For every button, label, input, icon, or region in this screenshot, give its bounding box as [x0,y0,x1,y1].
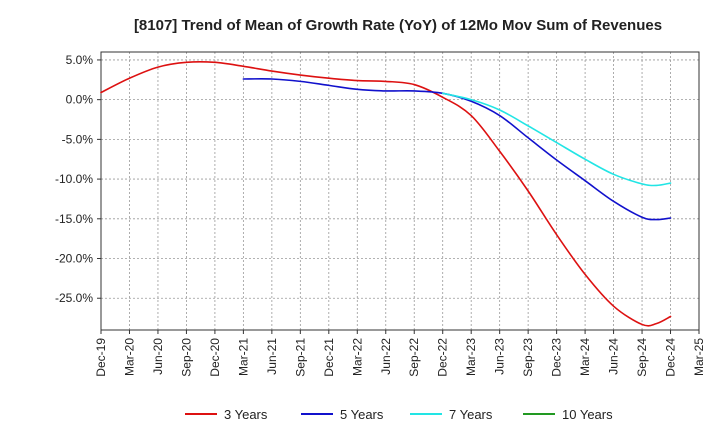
plot-frame [100,51,700,331]
x-tick-label: Jun-23 [493,338,507,375]
y-tick-label: 5.0% [66,53,94,67]
x-tick-label: Dec-23 [550,338,564,377]
x-tick-label: Sep-23 [521,338,535,377]
legend: 3 Years 5 Years 7 Years 10 Years [185,407,613,422]
x-tick-label: Mar-22 [350,338,364,376]
x-tick-label: Dec-20 [208,338,222,377]
y-tick-label: -10.0% [55,172,93,186]
legend-label: 5 Years [340,407,384,422]
x-tick-label: Dec-21 [322,338,336,377]
axes: 5.0% 0.0% -5.0% -10.0% -15.0% -20.0% -25.0% Dec… [55,51,706,377]
series-line-7-years [441,92,672,187]
legend-item-5-years: 5 Years [301,407,384,422]
x-tick-label: Jun-21 [265,338,279,375]
y-tick-label: -25.0% [55,291,93,305]
series-line-5-years [242,78,672,221]
legend-item-3-years: 3 Years [185,407,268,422]
x-tick-label: Dec-22 [436,338,450,377]
x-tick-label: Mar-23 [464,338,478,376]
y-tick-label: -20.0% [55,252,93,266]
legend-label: 10 Years [562,407,613,422]
x-tick-label: Jun-24 [607,338,621,375]
legend-label: 7 Years [449,407,493,422]
legend-label: 3 Years [224,407,268,422]
series-lines [100,60,672,327]
x-tick-label: Mar-21 [236,338,250,376]
x-tick-label: Mar-20 [122,338,136,376]
x-tick-label: Jun-22 [379,338,393,375]
series-line-3-years [100,60,672,327]
legend-item-7-years: 7 Years [410,407,493,422]
y-tick-label: -5.0% [62,132,94,146]
x-tick-label: Sep-24 [635,338,649,377]
x-tick-label: Sep-22 [407,338,421,377]
x-tick-label: Sep-20 [179,338,193,377]
x-tick-label: Jun-20 [151,338,165,375]
legend-item-10-years: 10 Years [523,407,613,422]
y-tick-label: 0.0% [66,93,94,107]
x-tick-label: Dec-24 [664,338,678,377]
chart-title: [8107] Trend of Mean of Growth Rate (YoY… [134,17,662,34]
x-tick-label: Dec-19 [94,338,108,377]
x-tick-label: Sep-21 [293,338,307,377]
x-tick-label: Mar-25 [692,338,706,376]
y-tick-label: -15.0% [55,212,93,226]
x-tick-label: Mar-24 [578,338,592,376]
